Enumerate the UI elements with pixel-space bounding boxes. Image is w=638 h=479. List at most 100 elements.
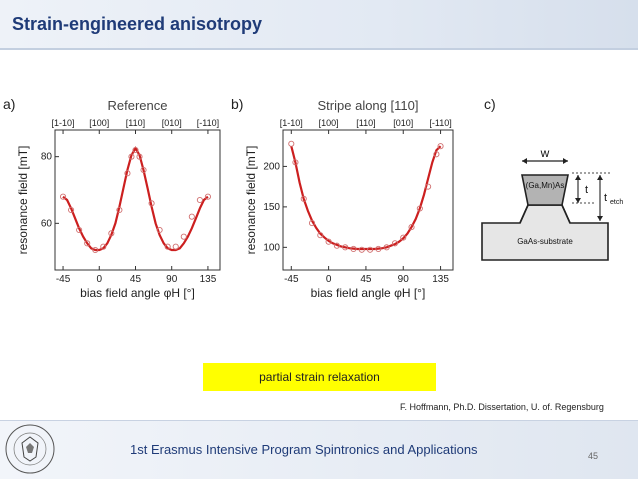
panel-b-data-point (437, 143, 444, 150)
panel-b-y-tick-label: 200 (263, 161, 280, 172)
panel-c-label: c) (484, 96, 496, 112)
panel-b-data-point (300, 195, 307, 202)
panel-a-x-tick-label: 90 (166, 274, 178, 285)
panel-b-data-point (391, 240, 399, 247)
panel-b-data-point (317, 232, 324, 239)
panel-b-data-point (325, 238, 332, 245)
title-rule (0, 48, 638, 50)
panel-a-x-tick-label: -45 (56, 274, 71, 285)
panel-b-label: b) (231, 96, 243, 112)
panel-b-data-point (416, 205, 423, 212)
substrate-shape (481, 204, 609, 261)
panel-b-y-tick-label: 150 (263, 202, 280, 213)
t-label: t (585, 184, 588, 196)
title-bar: Strain-engineered anisotropy (0, 0, 638, 50)
panel-a-data-point (172, 243, 179, 250)
substrate-label: GaAs-substrate (517, 237, 573, 246)
panel-a-data-point (128, 153, 135, 160)
panel-b-data-point (375, 245, 382, 253)
panel-a-data-point (156, 226, 163, 234)
citation: F. Hoffmann, Ph.D. Dissertation, U. of. … (400, 402, 604, 412)
panel-b-top-tick-label: [-110] (429, 118, 451, 128)
panel-b-data-point (425, 183, 432, 190)
panel-a-top-tick-label: [010] (162, 118, 182, 128)
caption-highlight: partial strain relaxation (203, 363, 436, 391)
panel-b-data-point (292, 159, 299, 166)
panel-a-data-point (164, 243, 171, 250)
panel-b-data-point (400, 234, 407, 241)
panel-a-data-point (188, 213, 195, 220)
panel-a-data-point (116, 206, 123, 214)
panel-a-data-point (124, 170, 131, 177)
panel-a-title: Reference (108, 98, 168, 113)
w-arrow-heads (522, 158, 568, 164)
panel-b-data-point (342, 244, 349, 251)
university-seal-icon (5, 424, 55, 474)
panel-a-top-tick-label: [110] (126, 118, 145, 128)
panel-a-data-point (136, 153, 143, 160)
panel-a-top-tick-label: [1-10] (52, 118, 75, 128)
panel-a-data-point (196, 196, 203, 204)
footer-rule (0, 420, 638, 421)
panel-b-data-point (308, 220, 316, 227)
t-etch-subscript: etch (610, 199, 623, 206)
panel-a-x-tick-label: 45 (130, 274, 142, 285)
panel-b-data-point (383, 244, 390, 251)
gamnas-layer-label: (Ga,Mn)As (526, 181, 565, 190)
panel-b-data-point (408, 224, 415, 231)
panel-b-top-tick-label: [1-10] (280, 118, 303, 128)
t-etch-label: t (604, 192, 607, 204)
panel-a-data-point (180, 233, 187, 240)
panel-b-data-point (333, 242, 340, 249)
panel-b-x-axis-label: bias field angle φH [°] (311, 286, 426, 300)
page-number: 45 (588, 451, 599, 461)
panel-a-fit-line (62, 146, 209, 252)
figure: a) Reference [1-10] [100] [110] [010] [-110] -4… (0, 95, 638, 315)
panel-b-data-point (350, 245, 357, 253)
t-etch-arrow-heads (597, 175, 603, 221)
panel-a-data-point (84, 240, 91, 247)
panel-a-data-point (108, 230, 115, 237)
panel-b-top-tick-label: [110] (356, 118, 375, 128)
panel-a-data-point (148, 200, 155, 207)
panel-b-fit-line (290, 145, 442, 251)
figure-svg: a) Reference [1-10] [100] [110] [010] [-110] -4… (3, 96, 623, 300)
panel-b-top-tick-label: [010] (393, 118, 413, 128)
panel-a-data-point (59, 193, 67, 200)
panel-b-top-tick-label: [100] (319, 118, 339, 128)
panel-b-data-point (367, 246, 374, 253)
footer-text: 1st Erasmus Intensive Program Spintronic… (130, 442, 478, 457)
panel-a-data-point (68, 206, 75, 214)
slide-title: Strain-engineered anisotropy (12, 14, 263, 34)
panel-b-y-tick-label: 100 (263, 242, 280, 253)
w-label: w (540, 146, 550, 160)
caption-text: partial strain relaxation (259, 370, 380, 384)
panel-a-x-tick-label: 0 (96, 274, 102, 285)
panel-a-data-point (140, 166, 147, 174)
panel-a-data-point (204, 193, 211, 200)
panel-b-x-tick-label: -45 (284, 274, 299, 285)
panel-b-data-point (433, 151, 440, 158)
footer: 1st Erasmus Intensive Program Spintronic… (0, 420, 638, 479)
panel-a-y-tick-label: 80 (41, 152, 53, 163)
panel-a-data-point (76, 226, 83, 234)
panel-b-x-tick-label: 135 (432, 274, 449, 285)
panel-a-label: a) (3, 96, 15, 112)
panel-a-top-tick-label: [100] (89, 118, 109, 128)
panel-b-x-tick-label: 0 (326, 274, 332, 285)
panel-b-x-tick-label: 45 (360, 274, 372, 285)
panel-b-x-tick-label: 90 (398, 274, 410, 285)
panel-a-y-tick-label: 60 (41, 218, 53, 229)
panel-b-frame (282, 129, 454, 271)
panel-a-x-axis-label: bias field angle φH [°] (80, 286, 195, 300)
panel-b-title: Stripe along [110] (318, 98, 419, 113)
panel-b-data-point (288, 140, 295, 147)
panel-a-x-tick-label: 135 (200, 274, 217, 285)
panel-a-top-tick-label: [-110] (197, 118, 219, 128)
panel-a-data-point (100, 243, 107, 250)
panel-a-y-axis-label: resonance field [mT] (16, 146, 30, 255)
panel-b-y-axis-label: resonance field [mT] (244, 146, 258, 255)
panel-a-frame (54, 129, 221, 271)
panel-a-data-point (92, 246, 99, 254)
gamnas-layer-shape (521, 174, 569, 206)
